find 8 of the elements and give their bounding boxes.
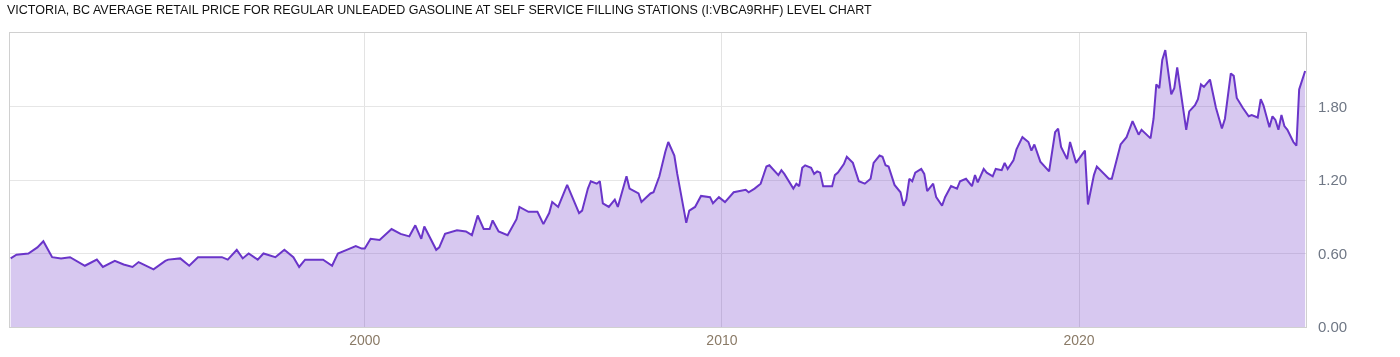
y-tick-label: 0.00	[1318, 318, 1348, 336]
x-tick-label: 2020	[1063, 331, 1095, 348]
chart-title: VICTORIA, BC AVERAGE RETAIL PRICE FOR REGULAR UNLEADED GASOLINE AT SELF SERVICE FILLING STATIONS (I:VBCA9RHF) LEVEL CHART	[7, 3, 872, 18]
y-tick-label: 0.60	[1318, 244, 1348, 262]
y-tick-label: 1.80	[1318, 97, 1348, 115]
x-tick-label: 2000	[349, 331, 381, 348]
y-tick-label: 1.20	[1318, 171, 1348, 189]
x-tick-label: 2010	[706, 331, 738, 348]
